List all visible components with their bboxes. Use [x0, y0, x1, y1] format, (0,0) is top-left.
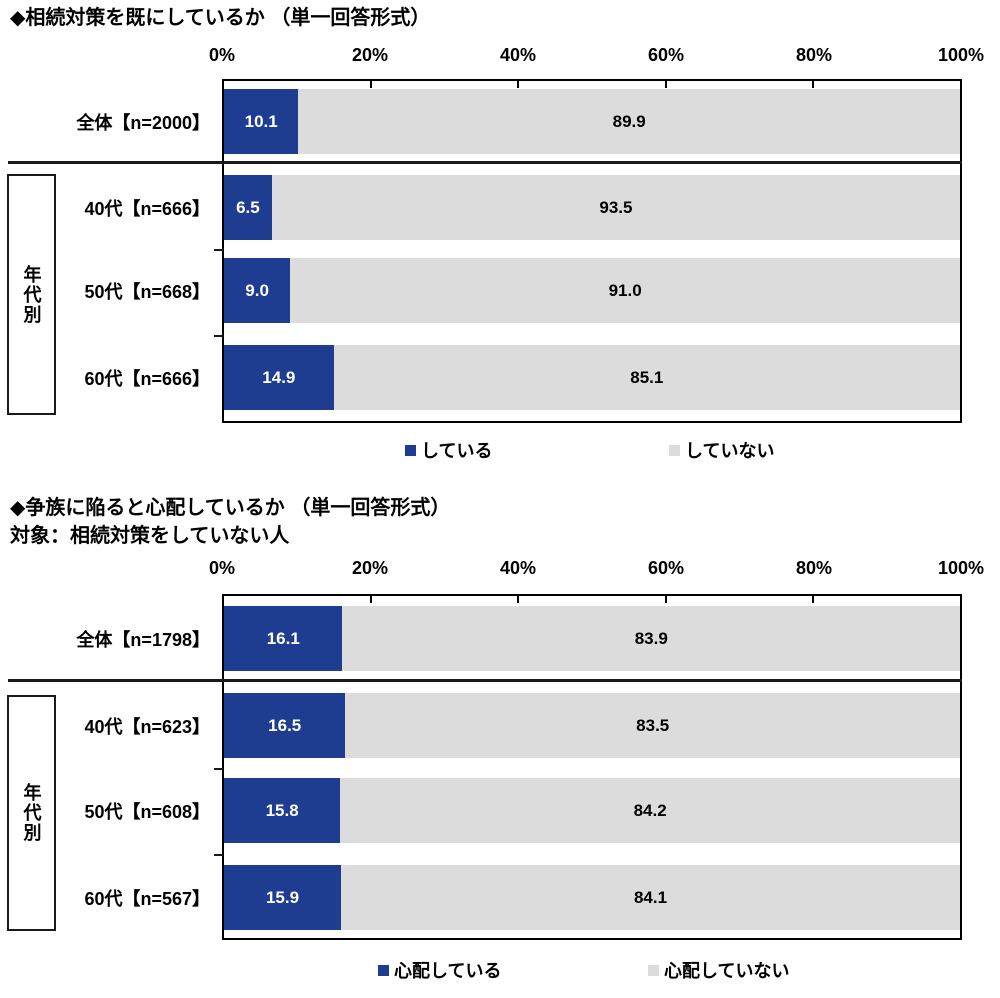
- legend-swatch-blue: [405, 444, 416, 456]
- bar-value: 6.5: [236, 197, 260, 217]
- bar-value: 9.0: [245, 280, 269, 300]
- bar-value: 85.1: [630, 367, 664, 387]
- bar-row-50s: 15.8 84.2: [224, 778, 960, 843]
- axis-tick-label: 20%: [351, 45, 389, 65]
- axis-tick-label: 100%: [937, 558, 985, 578]
- legend-item-no: していない: [669, 438, 774, 462]
- bar-segment-worried: 16.5: [224, 693, 346, 758]
- bar-segment-not-worried: 84.1: [341, 865, 960, 930]
- bar-segment-no: 91.0: [290, 258, 960, 323]
- axis-tick-label: 60%: [647, 45, 685, 65]
- chart2-plot-area: 16.1 83.9 16.5 83.5 15.8 84.2 15.9: [214, 594, 962, 940]
- bar-value: 84.2: [633, 800, 667, 820]
- chart1-plot-area: 10.1 89.9 6.5 93.5 9.0 91.0 14.9: [214, 79, 962, 423]
- bar-segment-not-worried: 83.9: [342, 606, 960, 671]
- bar-row-total: 10.1 89.9: [224, 89, 960, 154]
- bar-value: 89.9: [612, 111, 646, 131]
- bar-segment-not-worried: 83.5: [345, 693, 960, 758]
- chart1-x-axis: 0% 20% 40% 60% 80% 100%: [0, 45, 1000, 69]
- age-group-label: 年代別: [21, 783, 42, 843]
- legend-label: している: [421, 441, 493, 461]
- bar-segment-yes: 10.1: [224, 89, 299, 154]
- axis-tick: [517, 81, 520, 88]
- age-group-label: 年代別: [21, 264, 42, 325]
- category-label-50s: 50代【n=668】: [84, 281, 210, 302]
- category-label-40s: 40代【n=666】: [84, 198, 210, 219]
- bar-value: 91.0: [608, 280, 642, 300]
- legend-item-yes: している: [405, 438, 492, 462]
- legend-item-worried: 心配している: [378, 958, 501, 982]
- category-label-50s: 50代【n=608】: [84, 801, 210, 822]
- axis-tick: [811, 81, 814, 88]
- age-group-box: 年代別: [7, 695, 56, 931]
- bar-segment-yes: 9.0: [224, 258, 291, 323]
- bar-segment-not-worried: 84.2: [340, 778, 960, 843]
- axis-tick-label: 20%: [351, 558, 389, 578]
- axis-tick: [811, 596, 814, 603]
- bar-value: 14.9: [262, 367, 296, 387]
- bar-value: 16.5: [268, 715, 302, 735]
- legend-item-not-worried: 心配していない: [648, 958, 789, 982]
- legend-label: 心配していない: [664, 961, 790, 981]
- axis-tick: [370, 81, 373, 88]
- category-label-total: 全体【n=1798】: [76, 629, 210, 650]
- axis-tick: [370, 596, 373, 603]
- axis-tick: [664, 596, 667, 603]
- category-axis-tick: [214, 249, 223, 251]
- axis-tick-label: 0%: [208, 558, 236, 578]
- axis-tick-label: 0%: [208, 45, 236, 65]
- bar-segment-no: 89.9: [298, 89, 960, 154]
- bar-segment-yes: 6.5: [224, 175, 272, 240]
- bar-row-40s: 16.5 83.5: [224, 693, 960, 758]
- bar-row-50s: 9.0 91.0: [224, 258, 960, 323]
- bar-row-total: 16.1 83.9: [224, 606, 960, 671]
- axis-tick-label: 100%: [937, 45, 985, 65]
- bar-row-60s: 14.9 85.1: [224, 345, 960, 410]
- bar-value: 15.8: [265, 800, 299, 820]
- bar-segment-yes: 14.9: [224, 345, 334, 410]
- chart1-title: ◆相続対策を既にしているか （単一回答形式）: [10, 7, 431, 29]
- category-axis-tick: [214, 335, 223, 337]
- bar-value: 84.1: [633, 887, 668, 907]
- axis-tick-label: 80%: [795, 45, 833, 65]
- axis-tick: [517, 596, 520, 603]
- axis-tick-label: 80%: [795, 558, 833, 578]
- category-axis-tick: [214, 854, 223, 856]
- category-label-40s: 40代【n=623】: [84, 716, 210, 737]
- age-group-box: 年代別: [7, 174, 56, 415]
- axis-tick-label: 40%: [499, 558, 537, 578]
- bar-row-60s: 15.9 84.1: [224, 865, 960, 930]
- bar-value: 16.1: [266, 628, 300, 648]
- category-label-total: 全体【n=2000】: [76, 112, 210, 133]
- bar-segment-no: 93.5: [271, 175, 960, 240]
- bar-value: 93.5: [599, 197, 633, 217]
- legend-swatch-blue: [378, 964, 389, 976]
- legend-label: 心配している: [394, 961, 502, 981]
- bar-segment-worried: 16.1: [224, 606, 343, 671]
- category-label-60s: 60代【n=666】: [84, 368, 210, 389]
- legend-swatch-gray: [648, 964, 659, 976]
- chart2-subtitle: 対象：相続対策をしていない人: [10, 525, 290, 547]
- total-group-separator: [8, 679, 962, 682]
- legend-label: していない: [685, 441, 775, 461]
- bar-value: 83.9: [634, 628, 668, 648]
- axis-tick: [664, 81, 667, 88]
- bar-segment-worried: 15.9: [224, 865, 342, 930]
- bar-segment-no: 85.1: [333, 345, 960, 410]
- category-axis-tick: [214, 768, 223, 770]
- bar-value: 10.1: [244, 111, 278, 131]
- bar-value: 83.5: [636, 715, 670, 735]
- category-label-60s: 60代【n=567】: [84, 888, 210, 909]
- bar-value: 15.9: [265, 887, 300, 907]
- bar-row-40s: 6.5 93.5: [224, 175, 960, 240]
- legend-swatch-gray: [669, 444, 680, 456]
- total-group-separator: [8, 161, 962, 164]
- chart2-x-axis: 0% 20% 40% 60% 80% 100%: [0, 558, 1000, 582]
- chart2-title: ◆争族に陥ると心配しているか （単一回答形式）: [10, 497, 451, 519]
- axis-tick-label: 60%: [647, 558, 685, 578]
- axis-tick-label: 40%: [499, 45, 537, 65]
- bar-segment-worried: 15.8: [224, 778, 341, 843]
